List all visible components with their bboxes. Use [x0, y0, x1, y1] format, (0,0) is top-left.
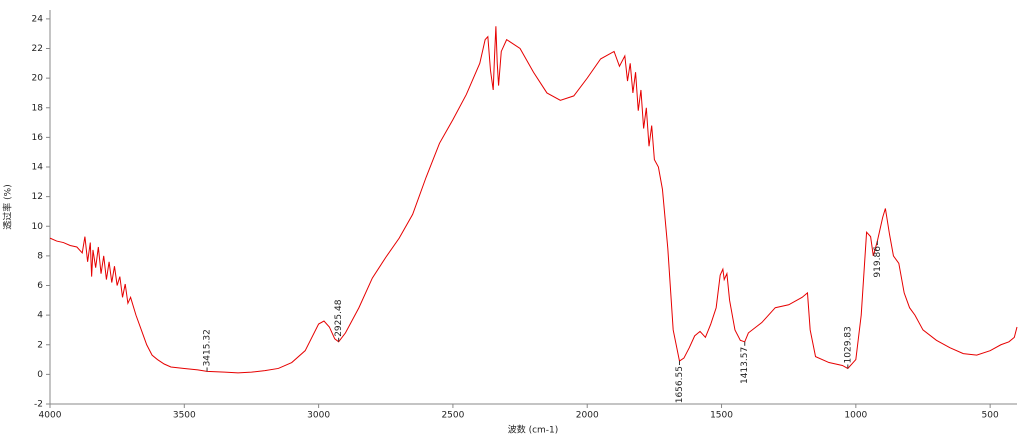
x-tick-label: 1000 — [844, 411, 867, 421]
peak-label: 2925.48 — [334, 299, 344, 336]
y-tick-label: 14 — [32, 163, 44, 173]
x-tick-label: 2500 — [441, 411, 464, 421]
peak-label: 919.86 — [873, 246, 883, 278]
x-tick-label: 4000 — [39, 411, 62, 421]
spectrum-line — [49, 26, 1018, 374]
y-tick-label: 12 — [32, 192, 43, 202]
y-tick-label: 6 — [37, 281, 43, 291]
y-tick-label: 4 — [37, 311, 43, 321]
y-tick-label: 2 — [37, 340, 43, 350]
peak-label: 1656.55 — [675, 366, 685, 403]
y-tick-label: 18 — [32, 103, 44, 113]
y-tick-label: -2 — [34, 400, 43, 410]
y-tick-label: 20 — [32, 74, 44, 84]
y-tick-label: 22 — [32, 44, 43, 54]
y-tick-label: 24 — [32, 14, 44, 24]
x-axis-label: 波数 (cm-1) — [508, 424, 559, 436]
y-tick-label: 8 — [37, 251, 43, 261]
x-tick-label: 3500 — [173, 411, 196, 421]
y-axis-label: 透过率 (%) — [2, 184, 14, 229]
x-tick-label: 3000 — [307, 411, 330, 421]
x-tick-label: 2000 — [576, 411, 599, 421]
x-tick-label: 500 — [982, 411, 999, 421]
peak-label: 3415.32 — [203, 329, 213, 366]
x-tick-label: 1500 — [710, 411, 733, 421]
y-tick-label: 16 — [32, 133, 44, 143]
peak-label: 1029.83 — [843, 326, 853, 363]
y-tick-label: 10 — [32, 222, 44, 232]
y-tick-label: 0 — [37, 370, 43, 380]
peak-label: 1413.57 — [740, 347, 750, 384]
